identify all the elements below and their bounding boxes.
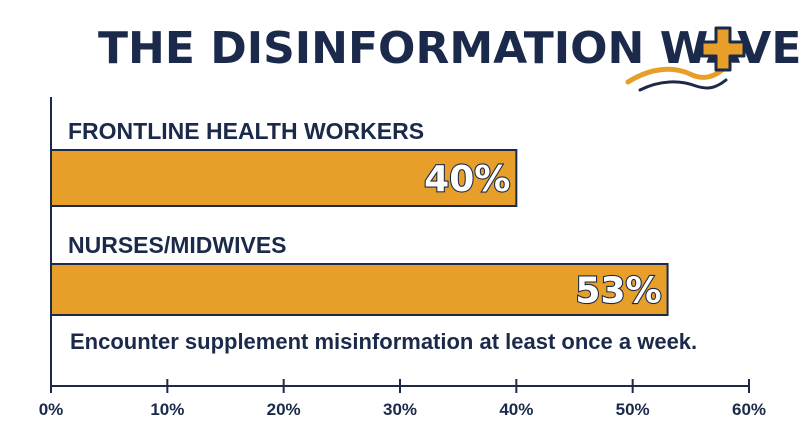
x-tick-label: 30% (383, 400, 417, 419)
wave-icon (638, 78, 728, 92)
x-axis-ticks: 0% 10% 20% 30% 40% 50% 60% (39, 379, 766, 419)
data-label: 40% (424, 159, 510, 200)
x-tick-label: 10% (150, 400, 184, 419)
category-label: NURSES/MIDWIVES (68, 232, 287, 258)
x-tick-label: 20% (267, 400, 301, 419)
bar (50, 263, 669, 316)
x-tick-label: 60% (732, 400, 766, 419)
chart-title: THE DISINFORMATION WAVE (98, 23, 800, 74)
category-label: FRONTLINE HEALTH WORKERS (68, 118, 424, 144)
data-label: 53% (575, 271, 661, 312)
plus-icon (700, 26, 746, 72)
bar (50, 149, 518, 207)
x-tick-label: 50% (616, 400, 650, 419)
wave-plus-logo (625, 26, 746, 92)
x-tick-label: 40% (499, 400, 533, 419)
x-tick-label: 0% (39, 400, 64, 419)
chart-note: Encounter supplement misinformation at l… (70, 329, 697, 354)
wave-icon (625, 66, 725, 85)
